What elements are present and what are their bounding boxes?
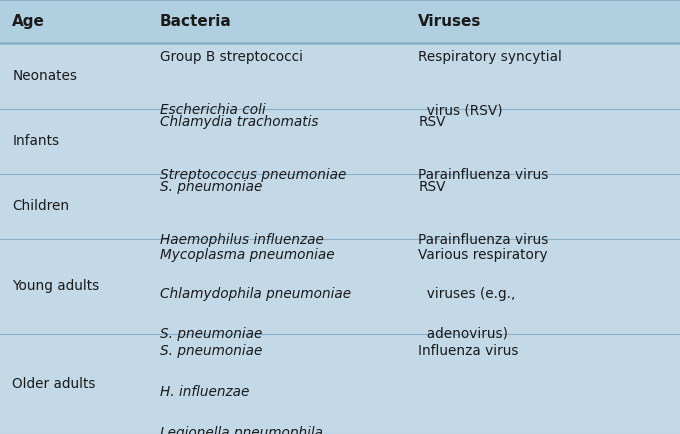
Text: Chlamydophila pneumoniae: Chlamydophila pneumoniae: [160, 287, 351, 301]
Text: Chlamydia trachomatis: Chlamydia trachomatis: [160, 115, 318, 129]
Bar: [0, 0, 680, 43]
Text: RSV: RSV: [418, 180, 445, 194]
Text: S. pneumoniae: S. pneumoniae: [160, 326, 262, 341]
Text: viruses (e.g.,: viruses (e.g.,: [418, 287, 515, 301]
Text: H. influenzae: H. influenzae: [160, 385, 249, 399]
Text: Children: Children: [12, 199, 69, 213]
Bar: [0, 239, 680, 334]
Text: S. pneumoniae: S. pneumoniae: [160, 344, 262, 358]
Text: Influenza virus: Influenza virus: [418, 344, 519, 358]
Text: virus (RSV): virus (RSV): [418, 103, 503, 117]
Text: Group B streptococci: Group B streptococci: [160, 50, 303, 64]
Text: Respiratory syncytial: Respiratory syncytial: [418, 50, 562, 64]
Text: Age: Age: [12, 14, 45, 29]
Text: S. pneumoniae: S. pneumoniae: [160, 180, 262, 194]
Bar: [0, 174, 680, 239]
Text: Haemophilus influenzae: Haemophilus influenzae: [160, 233, 324, 247]
Text: Infants: Infants: [12, 134, 59, 148]
Bar: [0, 334, 680, 434]
Text: Bacteria: Bacteria: [160, 14, 232, 29]
Bar: [0, 43, 680, 108]
Text: Neonates: Neonates: [12, 69, 78, 83]
Text: Parainfluenza virus: Parainfluenza virus: [418, 168, 549, 182]
Text: Escherichia coli: Escherichia coli: [160, 103, 265, 117]
Text: Older adults: Older adults: [12, 377, 96, 391]
Text: Various respiratory: Various respiratory: [418, 248, 548, 262]
Text: Parainfluenza virus: Parainfluenza virus: [418, 233, 549, 247]
Text: Viruses: Viruses: [418, 14, 481, 29]
Text: RSV: RSV: [418, 115, 445, 129]
Text: Mycoplasma pneumoniae: Mycoplasma pneumoniae: [160, 248, 335, 262]
Bar: [0, 108, 680, 174]
Text: Young adults: Young adults: [12, 279, 99, 293]
Text: Streptococcus pneumoniae: Streptococcus pneumoniae: [160, 168, 346, 182]
Text: Legionella pneumophila: Legionella pneumophila: [160, 426, 323, 434]
Text: adenovirus): adenovirus): [418, 326, 508, 341]
